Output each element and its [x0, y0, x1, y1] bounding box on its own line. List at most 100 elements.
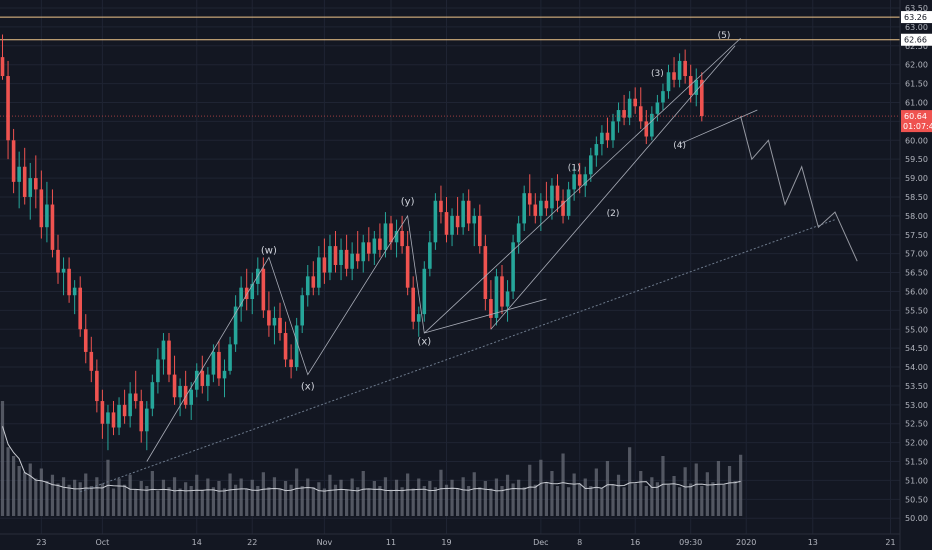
price-level-tag-label: 62.66 — [904, 36, 927, 45]
last-price-value: 60.64 — [904, 112, 927, 121]
price-tick-label: 50.00 — [905, 514, 928, 523]
volume-bar — [622, 487, 626, 516]
trendline-layer[interactable] — [80, 219, 836, 493]
projected-price-path — [740, 115, 858, 262]
volume-bar — [389, 489, 393, 516]
volume-bar — [317, 482, 321, 516]
price-tick-label: 57.50 — [905, 231, 928, 240]
candle-body — [483, 246, 488, 300]
volume-bar — [394, 479, 399, 516]
candle-body — [67, 268, 71, 296]
volume-bar — [300, 486, 304, 516]
candle-body — [466, 200, 471, 224]
candle-body — [505, 291, 510, 307]
candle-body — [450, 215, 454, 235]
volume-bar — [217, 481, 221, 516]
candle-body — [6, 76, 10, 141]
candle-body — [11, 140, 16, 182]
volume-bar — [12, 456, 16, 516]
volume-bar — [611, 484, 615, 516]
volume-bar — [739, 454, 743, 516]
candle-body — [627, 98, 632, 118]
wave-label: (y) — [401, 197, 415, 208]
candle-body — [616, 110, 621, 122]
volume-bar — [544, 482, 548, 516]
volume-bar — [172, 477, 177, 516]
candle-body — [305, 276, 310, 296]
candle-body — [250, 283, 255, 300]
volume-bar — [250, 479, 254, 516]
time-axis[interactable]: 23 Oct 14 22 Nov 11 19 Dec 8 16 09:30 2020 13 21 — [36, 538, 895, 547]
last-price-tag — [901, 110, 932, 133]
volume-bar — [616, 474, 621, 516]
wave-label: (2) — [607, 209, 620, 219]
volume-bar — [156, 491, 160, 516]
candle-body — [605, 132, 610, 141]
candle-body — [89, 351, 94, 371]
price-level-tag-label: 63.26 — [904, 13, 927, 22]
price-level-lines[interactable] — [0, 16, 900, 41]
candle-body — [583, 174, 588, 186]
volume-bar — [256, 486, 260, 516]
candle-body — [589, 155, 593, 175]
volume-bar — [694, 463, 698, 516]
volume-bar — [422, 486, 426, 516]
volume-bar — [722, 484, 726, 516]
volume-bar — [167, 487, 171, 516]
volume-bar — [528, 464, 532, 516]
volume-bar — [34, 478, 38, 516]
candle-body — [666, 72, 671, 92]
candle-body — [294, 325, 299, 368]
candle-body — [133, 393, 138, 402]
time-tick-label: 2020 — [736, 538, 756, 547]
candle-body — [83, 329, 88, 352]
volume-bar — [78, 482, 82, 516]
volume-bar — [539, 459, 543, 516]
volume-bar — [195, 474, 199, 516]
price-tick-label: 53.00 — [905, 401, 928, 410]
candle-body — [533, 204, 538, 216]
candle-body — [139, 401, 144, 432]
volume-bar — [56, 483, 60, 516]
projection-path-layer[interactable] — [740, 115, 858, 262]
volume-bar — [411, 488, 415, 516]
time-tick-label: 8 — [577, 538, 582, 547]
volume-bar — [461, 477, 465, 516]
candle-body — [422, 268, 427, 315]
candle-body — [661, 91, 665, 103]
candle-body — [516, 223, 521, 243]
candle-body — [677, 60, 682, 80]
time-tick-label: 11 — [386, 538, 396, 547]
volume-bar — [417, 478, 421, 516]
price-axis[interactable]: 50.00 50.50 51.00 51.50 52.00 52.50 53.00 53.50… — [905, 4, 928, 523]
volume-bar — [134, 489, 138, 516]
candle-body — [244, 287, 249, 300]
wave-label: (3) — [651, 69, 664, 79]
candle-body — [350, 253, 354, 269]
bar-countdown: 01:07:40 — [903, 122, 932, 131]
wave-label: (5) — [718, 31, 731, 41]
volume-bar — [28, 463, 32, 516]
volume-bar — [145, 486, 149, 516]
price-tick-label: 54.00 — [905, 363, 928, 372]
candle-body — [594, 144, 599, 156]
time-tick-label: Dec — [533, 538, 548, 547]
candle-body — [688, 76, 693, 95]
candle-body — [145, 408, 149, 432]
candle-body — [600, 132, 604, 145]
elliott-wave-layer[interactable]: (w) (x) (y) (x) (1) (2) (3) (4) (5) — [146, 31, 758, 462]
price-axis-background[interactable] — [900, 0, 932, 550]
candle-body — [416, 314, 421, 322]
volume-average-line — [2, 426, 741, 492]
volume-bar — [189, 486, 193, 516]
price-tick-label: 58.00 — [905, 212, 928, 221]
price-tick-label: 52.50 — [905, 420, 928, 429]
candle-body — [128, 393, 132, 417]
volume-bar — [6, 447, 10, 516]
volume-bar — [655, 482, 659, 516]
candle-body — [122, 404, 127, 417]
volume-bar — [178, 488, 182, 516]
price-tick-label: 56.00 — [905, 287, 928, 296]
